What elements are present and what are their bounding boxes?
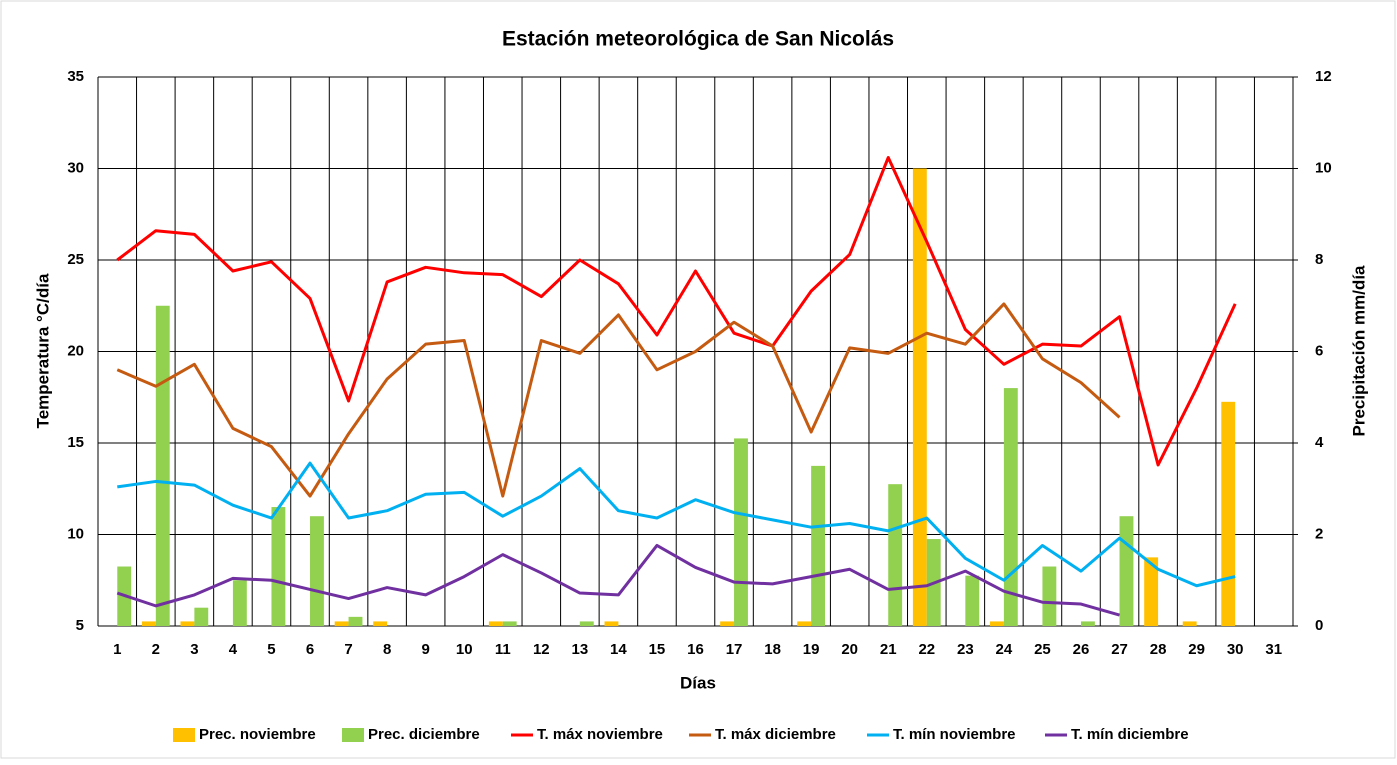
bar (965, 575, 980, 626)
bar (990, 621, 1004, 626)
chart-title: Estación meteorológica de San Nicolás (502, 28, 894, 51)
y-tick-label: 25 (67, 251, 84, 268)
y-tick-label: 5 (76, 617, 84, 634)
y-tick-label: 10 (67, 525, 84, 542)
x-tick-label: 7 (344, 641, 352, 658)
legend-label: T. máx diciembre (715, 726, 836, 743)
x-tick-label: 13 (572, 641, 589, 658)
y2-tick-label: 2 (1315, 525, 1323, 542)
line (117, 461, 1236, 588)
bar (1119, 516, 1134, 626)
x-tick-label: 19 (803, 641, 820, 658)
bar (180, 621, 195, 626)
x-tick-label: 16 (687, 641, 704, 658)
x-axis-title: Días (680, 673, 716, 692)
bar (579, 621, 594, 626)
x-tick-label: 31 (1265, 641, 1282, 658)
bar (1182, 621, 1197, 626)
x-tick-label: 23 (957, 641, 974, 658)
y2-tick-label: 12 (1315, 68, 1332, 85)
bar (141, 621, 156, 626)
legend-label: T. máx noviembre (537, 726, 663, 743)
x-tick-label: 10 (456, 641, 473, 658)
y-tick-label: 30 (67, 159, 84, 176)
x-tick-label: 14 (610, 641, 627, 658)
y2-axis-title: Precipitación mm/día (1349, 265, 1368, 437)
y-tick-label: 35 (67, 68, 84, 85)
y-axis-title: Temperatura °C/día (33, 273, 52, 428)
bar (1080, 621, 1095, 626)
bar (155, 305, 170, 626)
x-tick-label: 1 (113, 641, 121, 658)
x-tick-label: 21 (880, 641, 897, 658)
x-tick-label: 28 (1150, 641, 1167, 658)
legend-label: T. mín diciembre (1071, 726, 1189, 743)
y2-tick-label: 6 (1315, 342, 1323, 359)
bar (888, 484, 903, 626)
bar (271, 507, 286, 626)
bar (348, 616, 363, 626)
x-tick-label: 5 (267, 641, 275, 658)
bar (1042, 566, 1057, 626)
y2-tick-label: 4 (1315, 434, 1324, 451)
x-tick-label: 20 (841, 641, 858, 658)
bar (811, 465, 826, 626)
x-tick-label: 25 (1034, 641, 1051, 658)
x-tick-label: 22 (918, 641, 935, 658)
x-tick-label: 18 (764, 641, 781, 658)
x-tick-label: 9 (421, 641, 429, 658)
x-tick-label: 8 (383, 641, 391, 658)
x-tick-label: 17 (726, 641, 743, 658)
line (116, 302, 1121, 498)
legend-swatch (342, 728, 364, 742)
x-tick-label: 29 (1188, 641, 1205, 658)
line (116, 156, 1237, 467)
bar (1003, 388, 1018, 626)
x-tick-label: 2 (152, 641, 160, 658)
bar (1221, 401, 1236, 626)
y2-tick-label: 10 (1315, 159, 1332, 176)
bar (232, 580, 247, 626)
x-tick-label: 24 (996, 641, 1013, 658)
bar (1144, 557, 1159, 626)
x-tick-label: 27 (1111, 641, 1128, 658)
x-tick-label: 26 (1073, 641, 1090, 658)
x-tick-label: 11 (495, 641, 511, 658)
bar (720, 621, 735, 626)
bar (797, 621, 812, 626)
x-tick-label: 6 (306, 641, 314, 658)
bar (334, 621, 349, 626)
legend-swatch (173, 728, 195, 742)
line (116, 543, 1120, 617)
bar (912, 168, 927, 626)
bar (604, 621, 619, 626)
x-tick-label: 3 (190, 641, 198, 658)
bar (194, 607, 209, 626)
y2-tick-label: 0 (1315, 617, 1323, 634)
y-tick-label: 20 (67, 342, 84, 359)
x-tick-label: 4 (229, 641, 238, 658)
bar (310, 516, 324, 626)
bar (373, 621, 388, 626)
legend-label: Prec. noviembre (199, 726, 316, 743)
legend-label: Prec. diciembre (368, 726, 480, 743)
x-tick-label: 12 (533, 641, 550, 658)
bar (502, 621, 517, 626)
legend-label: T. mín noviembre (893, 726, 1016, 743)
bar (488, 621, 503, 626)
x-tick-label: 15 (649, 641, 666, 658)
y-tick-label: 15 (67, 434, 84, 451)
bar (734, 438, 748, 626)
y2-tick-label: 8 (1315, 251, 1323, 268)
x-tick-label: 30 (1227, 641, 1244, 658)
